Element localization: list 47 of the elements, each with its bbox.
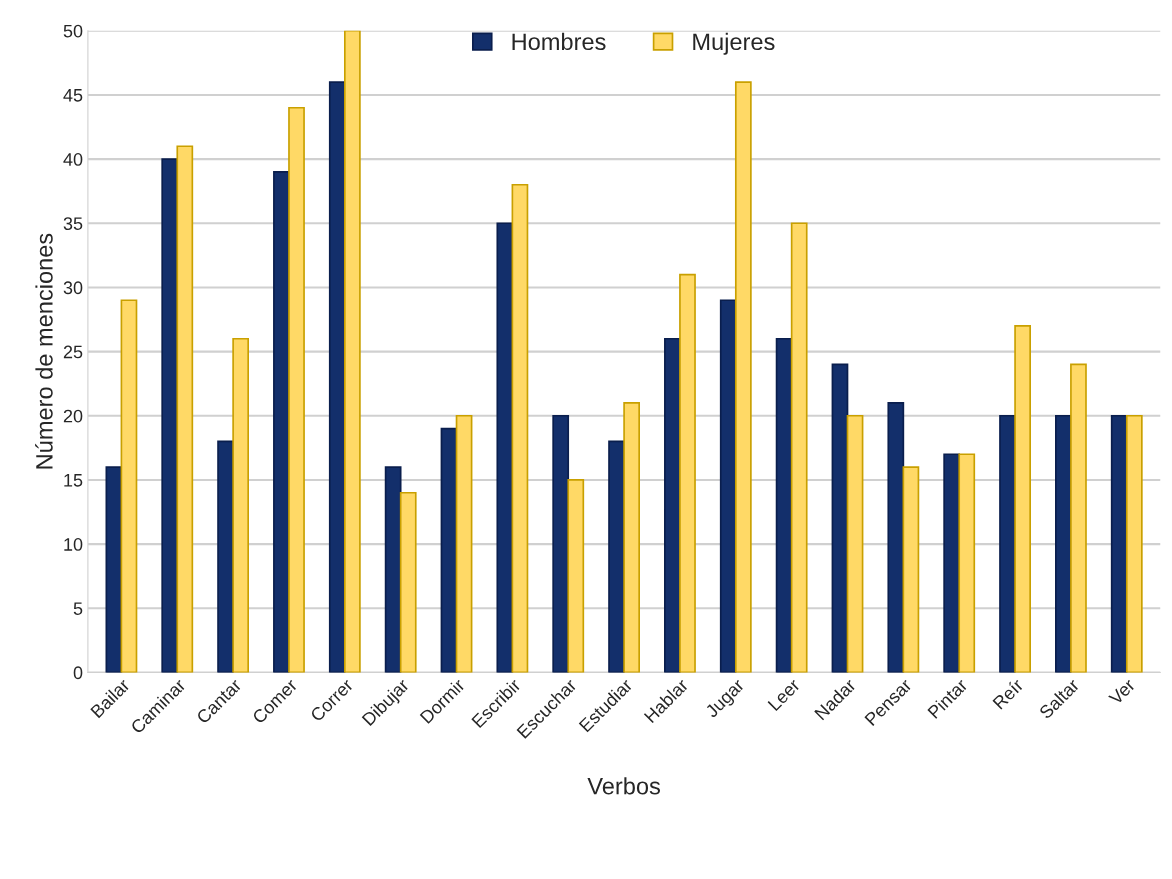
bar <box>343 30 361 673</box>
x-tick-label: Reír <box>991 677 1025 710</box>
bar <box>511 183 529 673</box>
y-tick-label: 20 <box>63 409 83 423</box>
bar <box>623 402 641 673</box>
bar <box>399 491 417 673</box>
bar <box>328 81 346 673</box>
bar <box>552 414 570 673</box>
bar <box>384 466 402 673</box>
y-tick-label: 0 <box>73 666 83 680</box>
y-tick-label: 45 <box>63 89 83 102</box>
y-tick-label: 15 <box>64 474 83 487</box>
x-tick-label: Ver <box>1108 677 1136 706</box>
bar <box>679 273 696 673</box>
bar <box>105 466 123 673</box>
bar <box>790 222 808 673</box>
x-axis-title: Verbos <box>587 777 660 795</box>
y-tick-label: 5 <box>73 602 83 615</box>
y-tick-label: 50 <box>63 24 83 38</box>
bar <box>958 453 976 673</box>
bar <box>902 466 920 673</box>
bar <box>943 453 961 673</box>
bar <box>846 414 864 673</box>
legend-label: Hombres <box>512 32 606 51</box>
bar <box>273 171 290 673</box>
bar <box>161 158 179 673</box>
bar <box>887 402 905 673</box>
legend-label: Mujeres <box>693 32 775 55</box>
bar <box>719 299 737 673</box>
bar <box>734 81 752 673</box>
bar <box>455 414 473 673</box>
bar <box>1014 325 1031 673</box>
bar <box>567 479 585 673</box>
bar <box>1125 414 1143 673</box>
bar <box>496 222 514 673</box>
y-tick-label: 40 <box>63 153 83 166</box>
bar <box>232 337 250 673</box>
bar <box>176 145 194 673</box>
y-tick-label: 30 <box>63 281 83 295</box>
bar <box>831 363 849 673</box>
bar <box>288 106 305 673</box>
y-tick-label: 25 <box>63 345 83 359</box>
y-axis-title: Número de menciones <box>35 233 53 469</box>
y-tick-label: 10 <box>64 538 83 551</box>
bar <box>120 299 138 673</box>
bar <box>1070 363 1087 673</box>
y-tick-label: 35 <box>63 217 83 230</box>
